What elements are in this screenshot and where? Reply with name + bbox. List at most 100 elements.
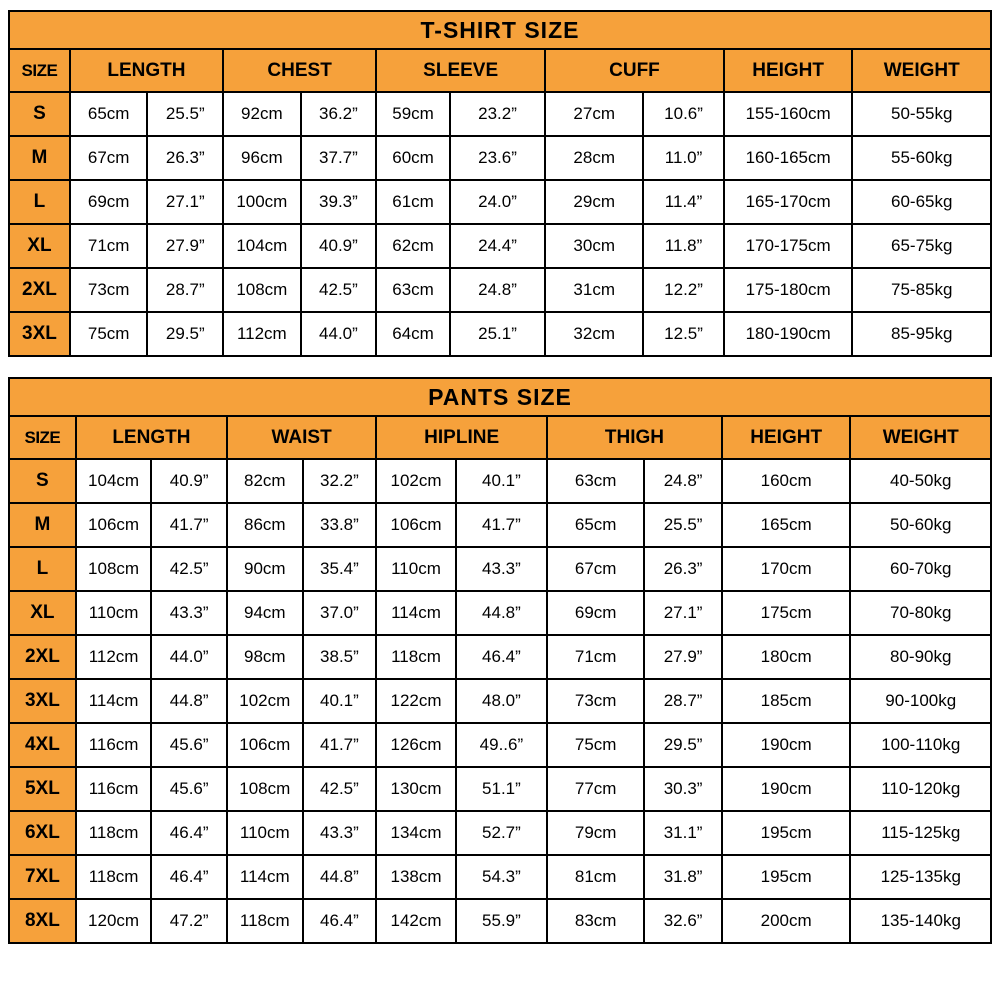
data-cell: 200cm — [720, 898, 852, 944]
data-cell: 70-80kg — [849, 590, 992, 636]
data-cell: 30cm — [544, 223, 645, 269]
data-cell: 25.1” — [448, 311, 547, 357]
data-cell: 41.7” — [150, 502, 228, 548]
pants-table-body: S 104cm 40.9” 82cm 32.2” 102cm 40.1” 63cm 24.8” 1… — [8, 458, 992, 944]
size-cell: 8XL — [8, 898, 77, 944]
data-cell: 29.5” — [146, 311, 225, 357]
data-cell: 48.0” — [454, 678, 549, 724]
data-cell: 35.4” — [301, 546, 378, 592]
table-row: XL 71cm 27.9” 104cm 40.9” 62cm 24.4” 30cm 11.8” 1… — [8, 223, 992, 269]
table-row: M 106cm 41.7” 86cm 33.8” 106cm 41.7” 65cm 25.5” 1… — [8, 502, 992, 548]
data-cell: 71cm — [68, 223, 149, 269]
column-header-length: LENGTH — [74, 415, 228, 460]
data-cell: 11.4” — [642, 179, 725, 225]
data-cell: 40.9” — [299, 223, 378, 269]
data-cell: 81cm — [546, 854, 646, 900]
table-row: 3XL 114cm 44.8” 102cm 40.1” 122cm 48.0” 73cm 28.… — [8, 678, 992, 724]
data-cell: 60-70kg — [849, 546, 992, 592]
pants-header-row: SIZE LENGTH WAIST HIPLINE THIGH HEIGHT W… — [8, 415, 992, 460]
column-header-weight: WEIGHT — [849, 415, 992, 460]
data-cell: 28.7” — [643, 678, 723, 724]
pants-table-title: PANTS SIZE — [8, 377, 992, 417]
data-cell: 46.4” — [454, 634, 549, 680]
data-cell: 175-180cm — [722, 267, 854, 313]
data-cell: 43.3” — [454, 546, 549, 592]
data-cell: 155-160cm — [722, 91, 854, 137]
data-cell: 90cm — [225, 546, 304, 592]
data-cell: 79cm — [546, 810, 646, 856]
data-cell: 40.1” — [454, 458, 549, 504]
data-cell: 190cm — [720, 766, 852, 812]
data-cell: 75cm — [546, 722, 646, 768]
data-cell: 27.1” — [643, 590, 723, 636]
data-cell: 104cm — [222, 223, 302, 269]
size-cell: 3XL — [8, 311, 71, 357]
data-cell: 46.4” — [150, 854, 228, 900]
data-cell: 51.1” — [454, 766, 549, 812]
data-cell: 114cm — [375, 590, 457, 636]
column-header-height: HEIGHT — [720, 415, 852, 460]
data-cell: 40.1” — [301, 678, 378, 724]
data-cell: 27.1” — [146, 179, 225, 225]
data-cell: 23.6” — [448, 135, 547, 181]
tshirt-title-row: T-SHIRT SIZE — [8, 10, 992, 50]
size-cell: XL — [8, 223, 71, 269]
data-cell: 32.6” — [643, 898, 723, 944]
data-cell: 50-60kg — [849, 502, 992, 548]
data-cell: 112cm — [74, 634, 153, 680]
data-cell: 110-120kg — [849, 766, 992, 812]
column-header-cuff: CUFF — [544, 48, 725, 93]
data-cell: 73cm — [68, 267, 149, 313]
table-row: L 69cm 27.1” 100cm 39.3” 61cm 24.0” 29cm 11.4” 16… — [8, 179, 992, 225]
data-cell: 52.7” — [454, 810, 549, 856]
data-cell: 45.6” — [150, 766, 228, 812]
data-cell: 114cm — [74, 678, 153, 724]
data-cell: 59cm — [375, 91, 451, 137]
data-cell: 32.2” — [301, 458, 378, 504]
data-cell: 108cm — [225, 766, 304, 812]
tshirt-header-row: SIZE LENGTH CHEST SLEEVE CUFF HEIGHT WEI… — [8, 48, 992, 93]
data-cell: 24.8” — [448, 267, 547, 313]
data-cell: 170-175cm — [722, 223, 854, 269]
data-cell: 106cm — [375, 502, 457, 548]
size-cell: L — [8, 179, 71, 225]
data-cell: 104cm — [74, 458, 153, 504]
data-cell: 116cm — [74, 722, 153, 768]
data-cell: 108cm — [74, 546, 153, 592]
data-cell: 125-135kg — [849, 854, 992, 900]
data-cell: 27cm — [544, 91, 645, 137]
data-cell: 11.8” — [642, 223, 725, 269]
data-cell: 40-50kg — [849, 458, 992, 504]
data-cell: 27.9” — [146, 223, 225, 269]
data-cell: 12.5” — [642, 311, 725, 357]
data-cell: 180-190cm — [722, 311, 854, 357]
size-cell: S — [8, 91, 71, 137]
data-cell: 26.3” — [643, 546, 723, 592]
data-cell: 54.3” — [454, 854, 549, 900]
data-cell: 69cm — [546, 590, 646, 636]
data-cell: 46.4” — [301, 898, 378, 944]
data-cell: 165-170cm — [722, 179, 854, 225]
size-cell: L — [8, 546, 77, 592]
data-cell: 33.8” — [301, 502, 378, 548]
data-cell: 44.0” — [299, 311, 378, 357]
data-cell: 44.8” — [301, 854, 378, 900]
data-cell: 106cm — [225, 722, 304, 768]
data-cell: 11.0” — [642, 135, 725, 181]
data-cell: 24.4” — [448, 223, 547, 269]
data-cell: 24.8” — [643, 458, 723, 504]
size-cell: 4XL — [8, 722, 77, 768]
data-cell: 116cm — [74, 766, 153, 812]
data-cell: 36.2” — [299, 91, 378, 137]
data-cell: 29.5” — [643, 722, 723, 768]
data-cell: 29cm — [544, 179, 645, 225]
data-cell: 41.7” — [454, 502, 549, 548]
column-header-weight: WEIGHT — [851, 48, 992, 93]
data-cell: 142cm — [375, 898, 457, 944]
data-cell: 86cm — [225, 502, 304, 548]
data-cell: 195cm — [720, 854, 852, 900]
data-cell: 130cm — [375, 766, 457, 812]
data-cell: 37.7” — [299, 135, 378, 181]
data-cell: 108cm — [222, 267, 302, 313]
data-cell: 100cm — [222, 179, 302, 225]
